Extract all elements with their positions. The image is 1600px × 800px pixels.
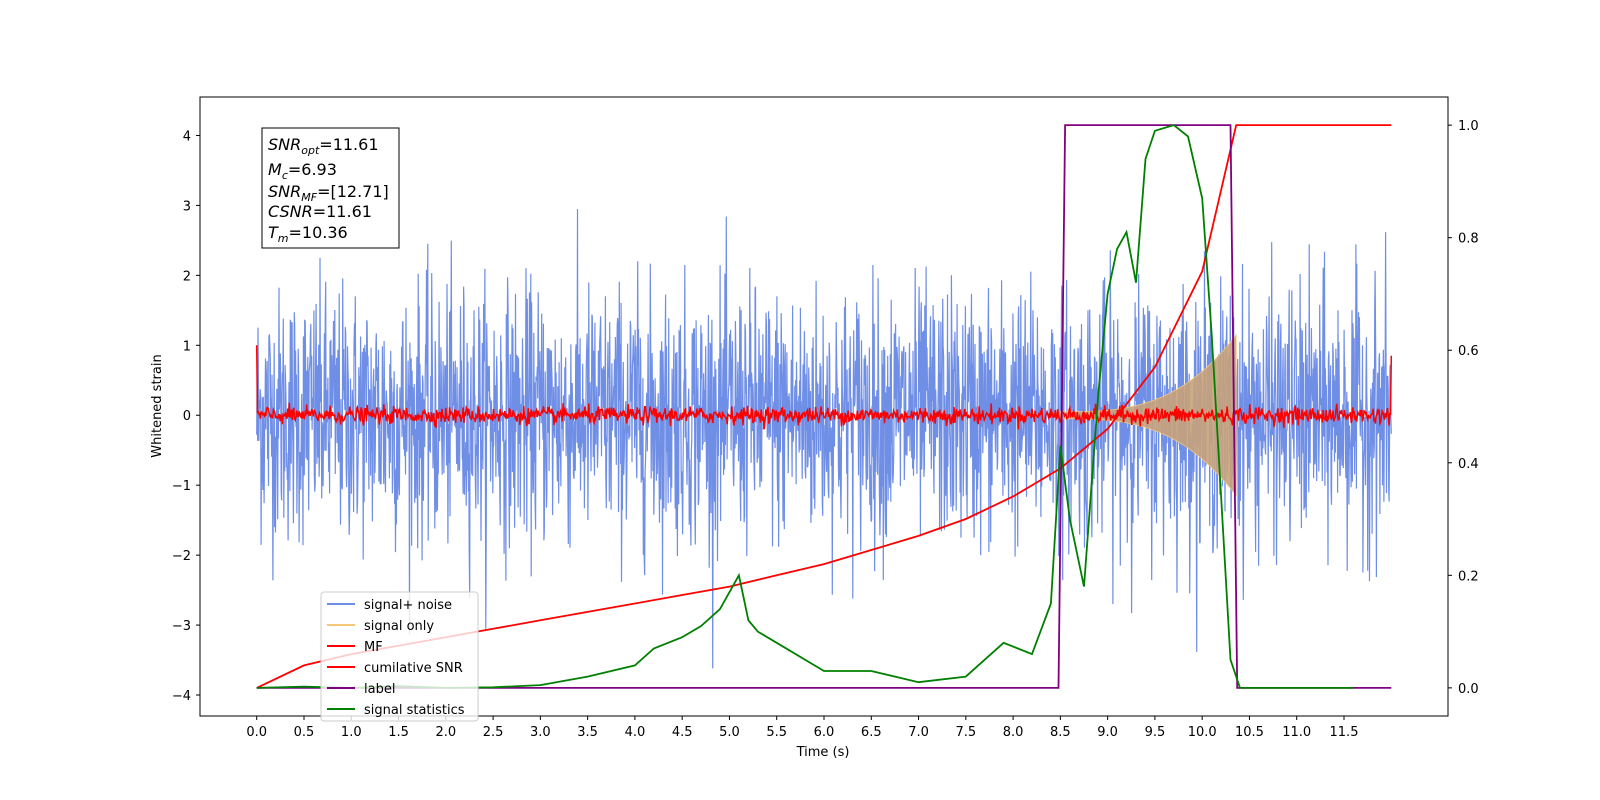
legend: signal+ noise signal only MF cumilative SNR… [320, 591, 479, 722]
legend-label: signal statistics [364, 703, 465, 718]
y-tick-label: 4 [183, 129, 191, 144]
y-right-tick-label: 0.8 [1458, 232, 1479, 247]
x-tick-label: 10.0 [1188, 725, 1217, 740]
x-tick-label: 4.5 [672, 725, 693, 740]
y-tick-label: −1 [172, 479, 191, 494]
x-tick-label: 5.0 [719, 725, 740, 740]
x-tick-label: 6.5 [861, 725, 882, 740]
x-tick-label: 3.5 [577, 725, 598, 740]
x-tick-label: 0.0 [246, 725, 267, 740]
y-right-tick-label: 1.0 [1458, 119, 1479, 134]
y-tick-label: −3 [172, 619, 191, 634]
series-mf-line [255, 345, 1393, 430]
y-tick-label: 2 [183, 269, 191, 284]
y-tick-label: 1 [183, 339, 191, 354]
x-tick-label: 11.0 [1282, 725, 1311, 740]
y-tick-label: −2 [172, 549, 191, 564]
x-tick-label: 2.5 [483, 725, 504, 740]
y-right-tick-label: 0.4 [1458, 457, 1479, 472]
y-axis-label: Whitened strain [150, 354, 165, 457]
legend-label: label [364, 682, 395, 697]
legend-label: cumilative SNR [364, 661, 463, 676]
y-tick-label: 0 [183, 409, 191, 424]
y-right-tick-label: 0.6 [1458, 344, 1479, 359]
x-tick-label: 3.0 [530, 725, 551, 740]
stat-snr-mf: SNRMF=[12.71] [268, 182, 389, 204]
x-tick-label: 1.0 [341, 725, 362, 740]
x-tick-label: 9.0 [1097, 725, 1118, 740]
x-tick-label: 7.5 [955, 725, 976, 740]
stat-mc: Mc=6.93 [268, 160, 337, 182]
x-tick-label: 9.5 [1145, 725, 1166, 740]
x-tick-label: 8.5 [1050, 725, 1071, 740]
stat-tm: Tm=10.36 [268, 223, 348, 245]
legend-label: signal+ noise [364, 598, 452, 613]
series-signal-statistics-line [256, 124, 1354, 689]
stat-csnr: CSNR=11.61 [268, 202, 372, 221]
x-axis-label: Time (s) [796, 745, 850, 760]
stats-box: SNRopt=11.61 Mc=6.93 SNRMF=[12.71] CSNR=… [261, 127, 400, 249]
x-tick-label: 10.5 [1235, 725, 1264, 740]
x-tick-label: 1.5 [388, 725, 409, 740]
x-tick-label: 4.0 [625, 725, 646, 740]
x-tick-label: 2.0 [435, 725, 456, 740]
y-tick-label: −4 [172, 689, 191, 704]
stat-snr-opt: SNRopt=11.61 [268, 135, 379, 157]
x-tick-label: 0.5 [294, 725, 315, 740]
y-right-tick-label: 0.2 [1458, 569, 1479, 584]
x-tick-label: 6.0 [814, 725, 835, 740]
x-tick-label: 5.5 [766, 725, 787, 740]
legend-label: signal only [364, 619, 434, 634]
y-tick-label: 3 [183, 199, 191, 214]
y-right-tick-label: 0.0 [1458, 682, 1479, 697]
x-tick-label: 8.0 [1003, 725, 1024, 740]
legend-label: MF [364, 640, 383, 655]
x-tick-label: 11.5 [1330, 725, 1359, 740]
x-tick-label: 7.0 [908, 725, 929, 740]
